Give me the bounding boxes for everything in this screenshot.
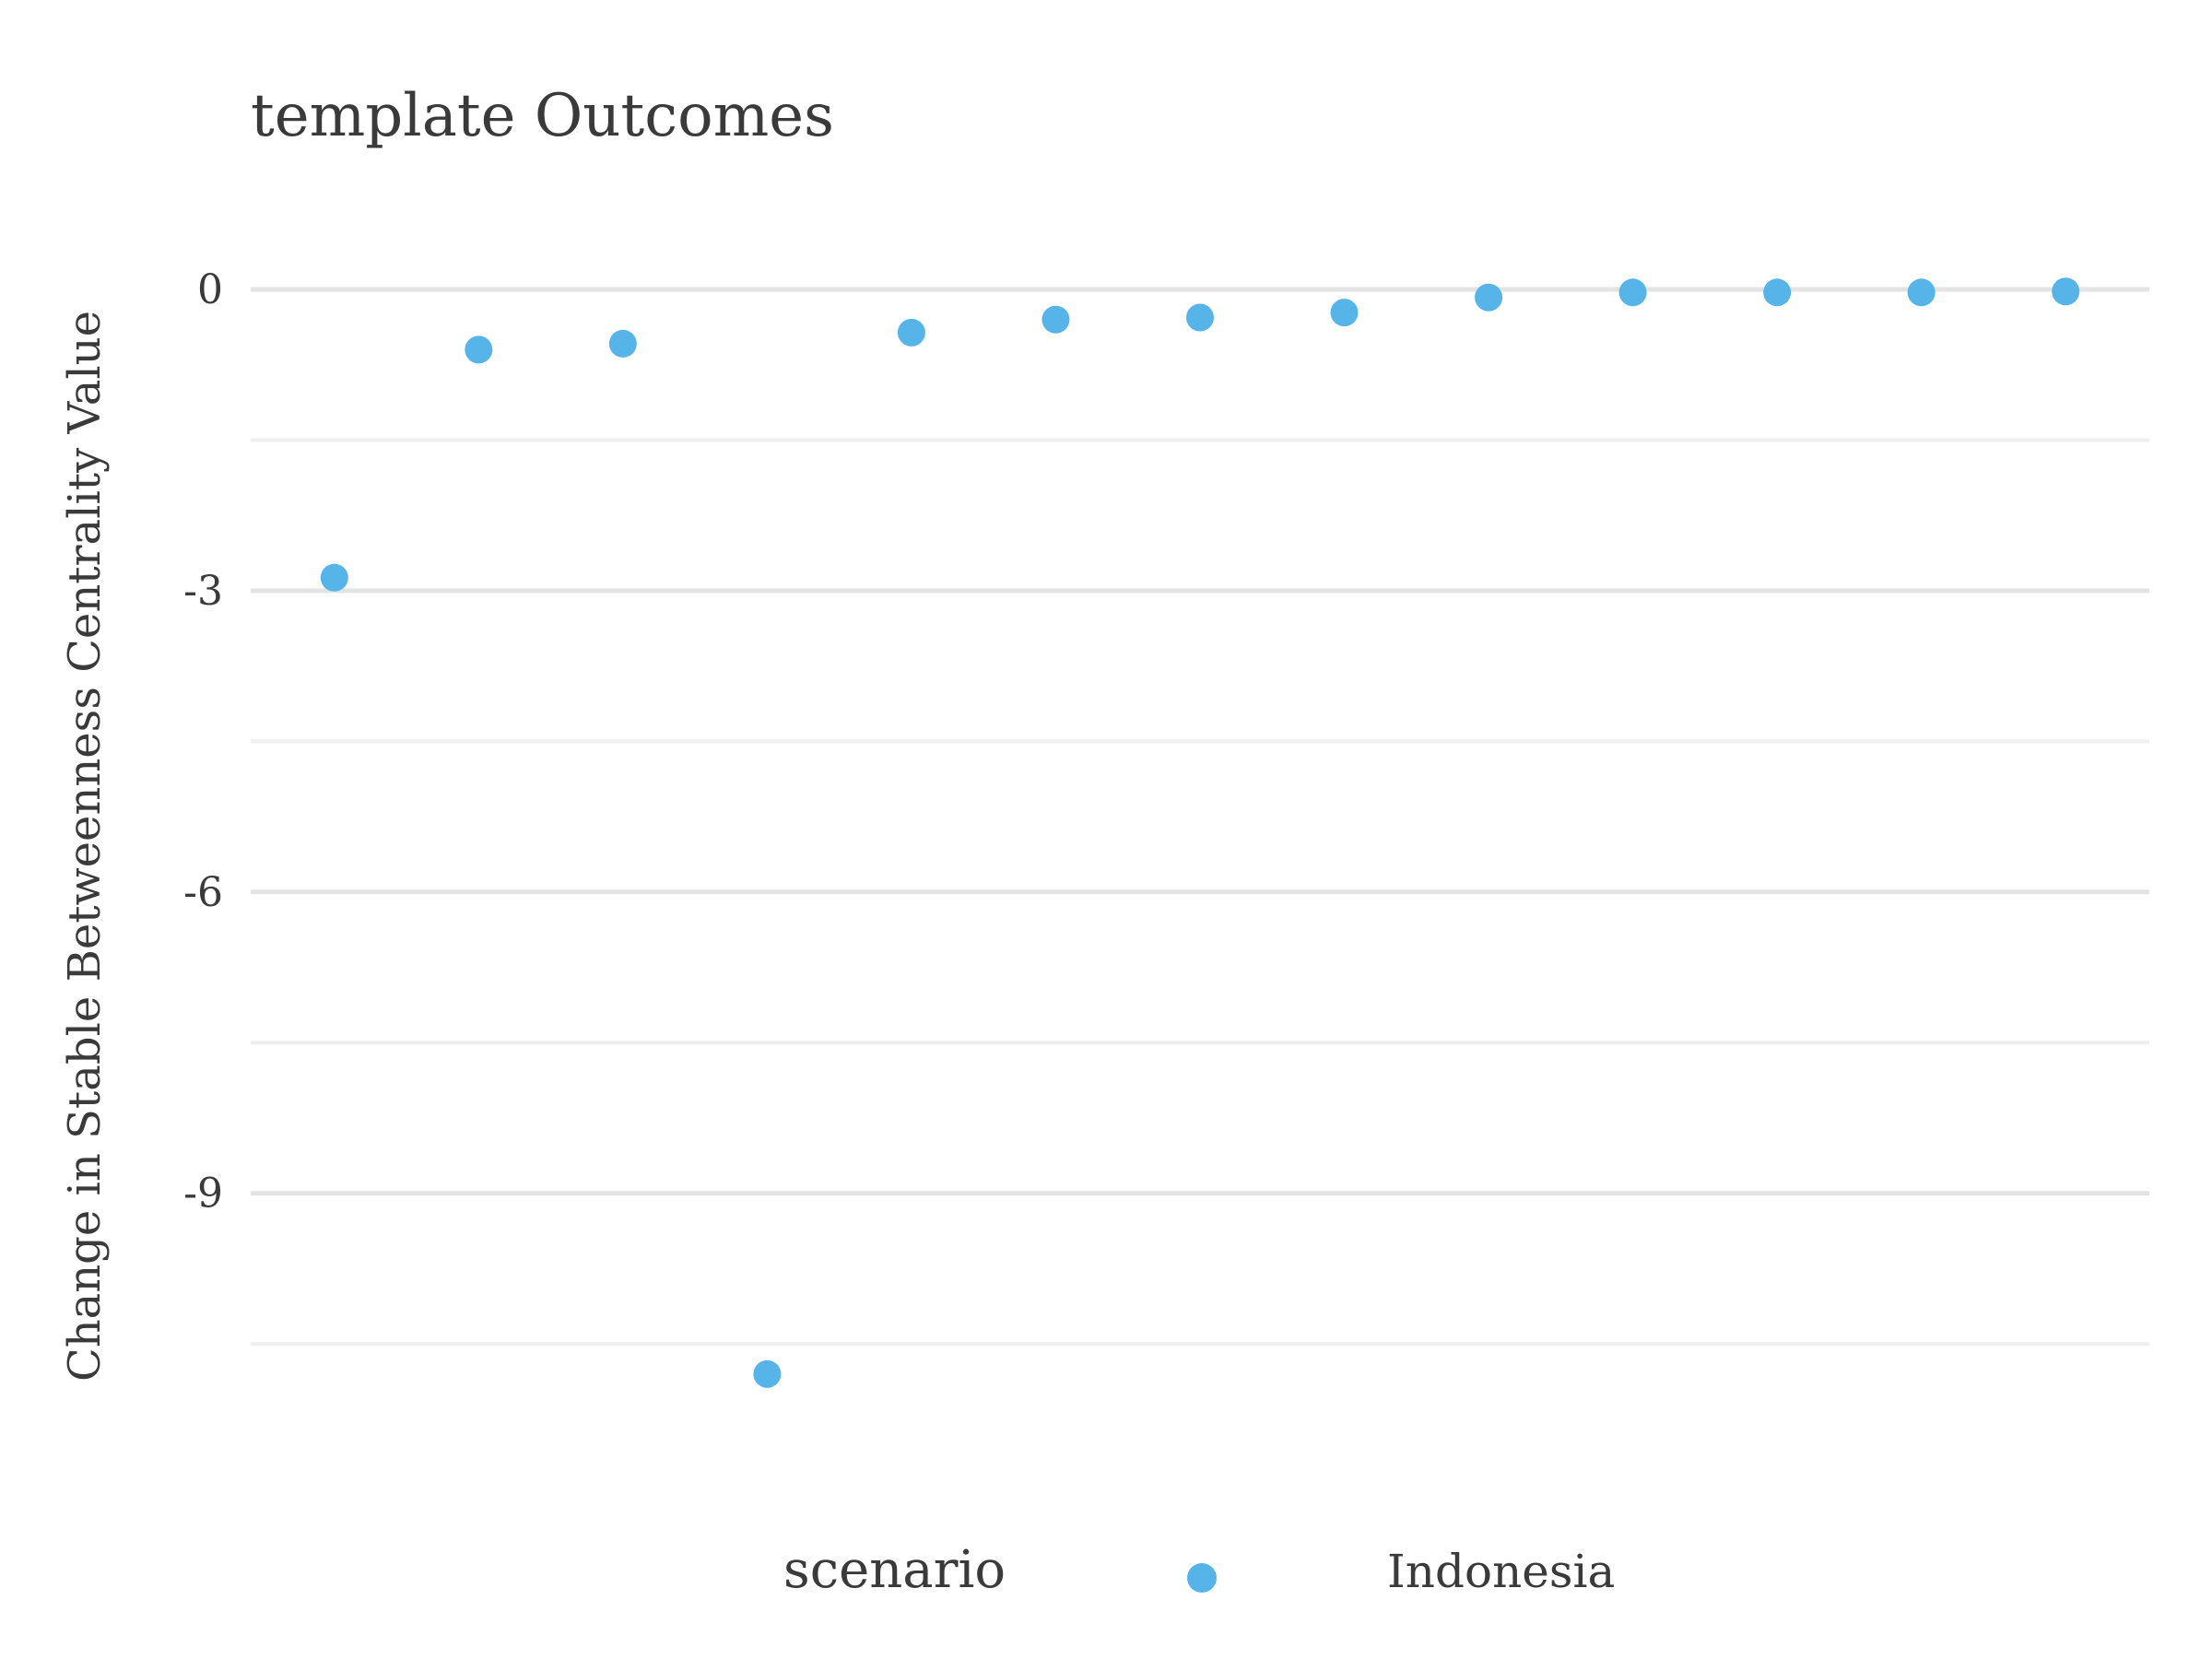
- y-axis-label: Change in Stable Betweenness Centrality …: [59, 311, 111, 1382]
- legend-title: scenario: [783, 1540, 1006, 1600]
- y-tick-label: -3: [183, 568, 223, 615]
- data-point: [1763, 278, 1792, 307]
- legend-label-indonesia: Indonesia: [1387, 1545, 1615, 1598]
- data-point: [753, 1359, 782, 1388]
- grid-layer: [251, 287, 2149, 1347]
- data-point: [1618, 278, 1647, 307]
- legend: scenario Indonesia: [783, 1540, 1615, 1600]
- legend-key-indonesia: [1187, 1563, 1217, 1593]
- data-points: [320, 277, 2080, 1388]
- data-point: [1041, 305, 1070, 334]
- y-tick-label: -6: [183, 869, 223, 916]
- data-point: [1186, 303, 1214, 332]
- chart-title: template Outcomes: [251, 82, 834, 150]
- data-point: [608, 329, 637, 358]
- data-point: [2052, 277, 2080, 306]
- data-point: [465, 335, 493, 364]
- y-tick-labels: 0 -3 -6 -9: [183, 266, 223, 1218]
- data-point: [320, 563, 348, 592]
- data-point: [1475, 283, 1503, 312]
- data-point: [897, 318, 925, 347]
- data-point: [1907, 278, 1936, 307]
- data-point: [1330, 299, 1359, 327]
- y-tick-label: 0: [197, 266, 223, 313]
- y-tick-label: -9: [183, 1171, 223, 1218]
